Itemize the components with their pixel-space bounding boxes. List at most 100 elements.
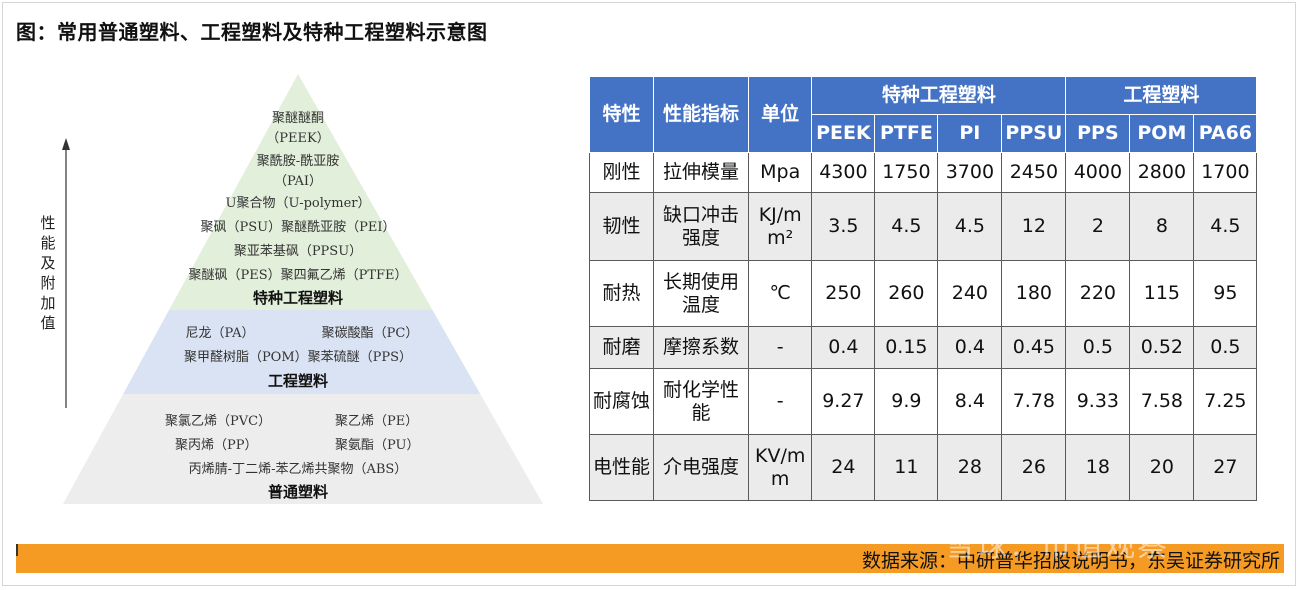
table-row: 刚性 拉伸模量 Mpa 4300 1750 3700 2450 4000 280… [589,152,1258,193]
table-cell: 2 [1065,192,1131,261]
header-row-groups: 特性 性能指标 单位 特种工程塑料 工程塑料 [589,76,1258,153]
header-material: PEEK [811,114,876,153]
table-cell: 260 [874,260,939,327]
header-material: PI [937,114,1003,153]
table-cell: 20 [1129,434,1195,501]
row-property: 电性能 [589,434,654,501]
table-cell: 220 [1065,260,1131,327]
special-item-peek-abbr: （PEEK） [266,131,330,146]
header-group-engineering: 工程塑料 [1065,76,1258,115]
special-item-u-polymer: U聚合物（U-polymer） [225,196,371,211]
table-cell: 28 [937,434,1003,501]
general-item-abs: 丙烯腈-丁二烯-苯乙烯共聚物（ABS） [188,462,408,477]
table-cell: 3.5 [811,192,876,261]
table-cell: 9.9 [874,368,939,435]
table-cell: 9.33 [1065,368,1131,435]
table-row: 耐磨 摩擦系数 - 0.4 0.15 0.4 0.45 0.5 0.52 0.5 [589,326,1258,369]
row-property: 耐磨 [589,326,654,369]
table-row: 韧性 缺口冲击强度 KJ/m m² 3.5 4.5 4.5 12 2 8 4.5 [589,192,1258,261]
row-property: 耐腐蚀 [589,368,654,435]
table-cell: 12 [1001,192,1067,261]
row-unit: KV/m m [747,434,813,501]
footer-bar [16,544,1284,573]
table-cell: 1700 [1193,152,1258,193]
page-title: 图：常用普通塑料、工程塑料及特种工程塑料示意图 [16,20,488,44]
table-cell: 8.4 [937,368,1003,435]
special-item-psu-pei: 聚砜（PSU）聚醚酰亚胺（PEI） [200,220,396,235]
row-indicator: 长期使用温度 [653,260,749,327]
table-cell: 0.5 [1193,326,1258,369]
table-cell: 0.52 [1129,326,1195,369]
properties-table: 特性 性能指标 单位 特种工程塑料 工程塑料 PEEK PTFE PI PPSU… [589,76,1258,501]
axis-arrowhead [62,138,70,150]
table-cell: 3700 [937,152,1003,193]
source-note: 数据来源：中研普华招股说明书，东吴证券研究所 [861,550,1280,572]
table-cell: 4.5 [874,192,939,261]
table-row: 耐腐蚀 耐化学性能 - 9.27 9.9 8.4 7.78 9.33 7.58 … [589,368,1258,435]
table-cell: 240 [937,260,1003,327]
table-cell: 2450 [1001,152,1067,193]
engineering-item-pom-pps: 聚甲醛树脂（POM）聚苯硫醚（PPS） [183,350,413,365]
header-row-materials: PEEK PTFE PI PPSU PPS POM PA66 [590,114,1258,153]
table-cell: 4000 [1065,152,1131,193]
table-cell: 0.15 [874,326,939,369]
row-unit: ℃ [747,260,813,327]
row-indicator: 耐化学性能 [653,368,749,435]
general-tier-band [63,394,543,504]
table-cell: 18 [1065,434,1131,501]
special-tier-label: 特种工程塑料 [252,289,343,307]
table-cell: 7.25 [1193,368,1258,435]
header-material: PA66 [1193,114,1258,153]
table-cell: 1750 [874,152,939,193]
table-cell: 0.4 [811,326,876,369]
row-indicator: 摩擦系数 [653,326,749,369]
header-indicator: 性能指标 [653,76,749,153]
row-indicator: 介电强度 [653,434,749,501]
header-group-special: 特种工程塑料 [811,76,1067,115]
general-item-pe: 聚乙烯（PE） [335,414,419,429]
watermark: 雪球：市值观察 [945,529,1169,564]
table-cell: 4.5 [937,192,1003,261]
table-cell: 8 [1129,192,1195,261]
row-indicator: 拉伸模量 [653,152,749,193]
engineering-item-pc: 聚碳酸酯（PC） [321,326,419,341]
table-cell: 115 [1129,260,1195,327]
table-cell: 27 [1193,434,1258,501]
special-item-ppsu: 聚亚苯基砜（PPSU） [233,244,363,259]
special-item-pai-abbr: （PAI） [273,174,323,189]
table-cell: 24 [811,434,876,501]
header-property: 特性 [589,76,654,153]
table-cell: 250 [811,260,876,327]
table-cell: 0.5 [1065,326,1131,369]
header-material: PPS [1065,114,1131,153]
row-unit: - [747,326,813,369]
row-property: 耐热 [589,260,654,327]
header-material: PPSU [1001,114,1067,153]
axis-label: 性能及附加值 [40,214,56,332]
special-item-peek-name: 聚醚醚酮 [271,111,324,126]
general-item-pvc: 聚氯乙烯（PVC） [165,414,272,429]
table-cell: 0.45 [1001,326,1067,369]
table-cell: 4300 [811,152,876,193]
row-unit: KJ/m m² [747,192,813,261]
table-cell: 11 [874,434,939,501]
table-cell: 4.5 [1193,192,1258,261]
header-material: PTFE [874,114,939,153]
footer-tick [16,544,18,556]
general-tier-label: 普通塑料 [267,483,328,501]
special-item-pai-name: 聚酰胺-酰亚胺 [256,154,340,169]
table-cell: 7.58 [1129,368,1195,435]
table-cell: 0.4 [937,326,1003,369]
row-unit: Mpa [747,152,813,193]
plastics-pyramid [62,74,543,504]
engineering-tier-label: 工程塑料 [267,372,328,390]
table-cell: 7.78 [1001,368,1067,435]
special-item-pes-ptfe: 聚醚砜（PES）聚四氟乙烯（PTFE） [188,268,408,283]
row-indicator: 缺口冲击强度 [653,192,749,261]
table-cell: 180 [1001,260,1067,327]
row-property: 刚性 [589,152,654,193]
table-cell: 26 [1001,434,1067,501]
header-unit: 单位 [747,76,813,153]
table-row: 耐热 长期使用温度 ℃ 250 260 240 180 220 115 95 [589,260,1258,327]
